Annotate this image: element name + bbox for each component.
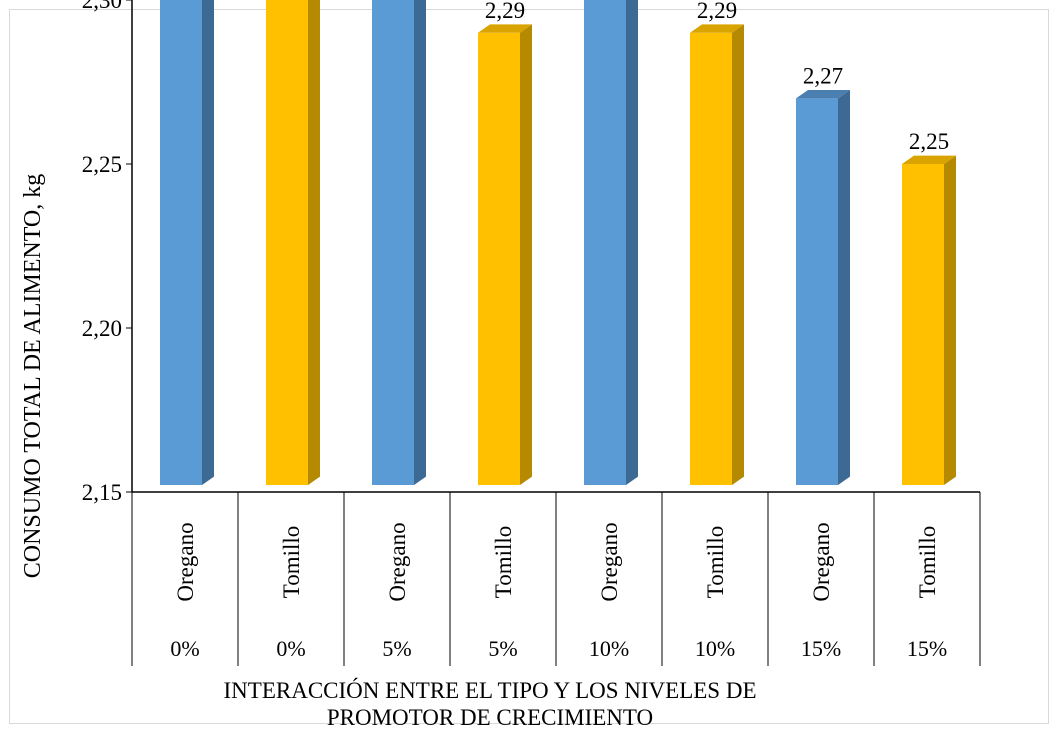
bar-front: [796, 98, 838, 486]
bar-front: [478, 32, 520, 486]
bar-side: [838, 90, 850, 485]
x-tick-label-level: 10%: [695, 636, 735, 661]
bar: [796, 90, 850, 486]
bar: [266, 0, 320, 486]
x-tick-label-type: Oregano: [173, 522, 198, 601]
x-tick-label-type: Tomillo: [279, 526, 304, 599]
bar-side: [414, 0, 426, 485]
x-tick-label-type: Tomillo: [491, 526, 516, 599]
x-tick-label-type: Tomillo: [915, 526, 940, 599]
value-label: 2,29: [697, 0, 737, 23]
bar-front: [266, 0, 308, 486]
bar-front: [584, 0, 626, 486]
bar-top: [902, 155, 956, 164]
y-tick-label: 2,20: [82, 316, 122, 341]
x-axis-table: Oregano 0% Tomillo 0% Oregano 5% Tomillo 5% Oreg…: [131, 491, 981, 666]
bar-top: [478, 24, 532, 33]
bar-front: [690, 32, 732, 486]
value-label: 2,25: [909, 129, 949, 154]
bar-side: [626, 0, 638, 485]
x-tick-label-level: 15%: [907, 636, 947, 661]
value-labels: 2,402,332,382,292,332,292,272,25: [485, 0, 949, 154]
bar-front: [160, 0, 202, 485]
bar-side: [202, 0, 214, 485]
value-label: 2,27: [803, 63, 843, 88]
bar-side: [732, 24, 744, 486]
value-label: 2,29: [485, 0, 525, 23]
bar-side: [308, 0, 320, 485]
bar: [372, 0, 426, 486]
bars: [160, 0, 956, 486]
x-tick-label-type: Tomillo: [703, 526, 728, 599]
x-tick-label-type: Oregano: [597, 522, 622, 601]
bar-side: [944, 155, 956, 485]
bar-front: [902, 164, 944, 485]
x-tick-label-level: 10%: [589, 636, 629, 661]
bar-side: [520, 24, 532, 486]
y-tick-label: 2,30: [82, 0, 122, 13]
bar-top: [796, 90, 850, 99]
x-tick-label-level: 5%: [382, 636, 411, 661]
x-tick-label-level: 0%: [276, 636, 305, 661]
x-axis-title-line-1: INTERACCIÓN ENTRE EL TIPO Y LOS NIVELES …: [224, 677, 757, 703]
x-tick-label-type: Oregano: [385, 522, 410, 601]
x-tick-label-level: 0%: [170, 636, 199, 661]
y-axis-title: CONSUMO TOTAL DE ALIMENTO, kg: [20, 174, 46, 579]
y-axis: 2,152,202,252,302,352,40: [82, 0, 133, 505]
bar-front: [372, 0, 414, 486]
bar: [478, 24, 532, 486]
x-tick-label-level: 15%: [801, 636, 841, 661]
x-tick-label-type: Oregano: [809, 522, 834, 601]
y-tick-label: 2,15: [82, 480, 122, 505]
bar: [690, 24, 744, 486]
bar: [902, 155, 956, 485]
bar: [160, 0, 214, 485]
bar: [584, 0, 638, 486]
y-tick-label: 2,25: [82, 152, 122, 177]
bar-top: [690, 24, 744, 33]
x-tick-label-level: 5%: [488, 636, 517, 661]
x-axis-title-line-2: PROMOTOR DE CRECIMIENTO: [327, 705, 653, 729]
